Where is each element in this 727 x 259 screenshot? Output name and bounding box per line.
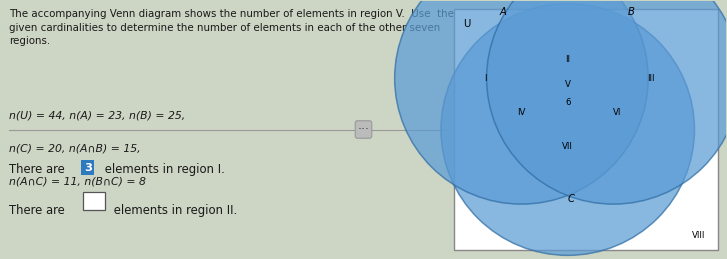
Ellipse shape <box>441 4 694 255</box>
Text: B: B <box>628 7 635 17</box>
Text: n(C) = 20, n(A∩B) = 15,: n(C) = 20, n(A∩B) = 15, <box>9 143 140 154</box>
Text: C: C <box>568 193 575 204</box>
FancyBboxPatch shape <box>454 9 718 250</box>
Text: n(U) = 44, n(A) = 23, n(B) = 25,: n(U) = 44, n(A) = 23, n(B) = 25, <box>9 110 185 120</box>
Text: There are: There are <box>9 163 68 176</box>
Ellipse shape <box>486 0 727 204</box>
Text: n(A∩C) = 11, n(B∩C) = 8: n(A∩C) = 11, n(B∩C) = 8 <box>9 177 145 187</box>
Text: elements in region I.: elements in region I. <box>101 163 225 176</box>
FancyBboxPatch shape <box>83 192 105 210</box>
Text: IV: IV <box>517 108 526 117</box>
Text: 3: 3 <box>84 163 92 173</box>
Text: 6: 6 <box>565 98 571 107</box>
Text: II: II <box>565 55 570 63</box>
Ellipse shape <box>395 0 648 204</box>
Text: V: V <box>565 80 571 89</box>
Text: U: U <box>462 19 470 30</box>
Text: III: III <box>647 74 655 83</box>
Text: VI: VI <box>613 108 621 117</box>
Text: I: I <box>484 74 486 83</box>
Text: VII: VII <box>562 142 573 151</box>
Text: A: A <box>500 7 507 17</box>
Text: ···: ··· <box>358 123 369 136</box>
Text: The accompanying Venn diagram shows the number of elements in region V.  Use  th: The accompanying Venn diagram shows the … <box>9 9 454 46</box>
Text: There are: There are <box>9 204 68 217</box>
Text: VIII: VIII <box>692 231 705 240</box>
Text: elements in region II.: elements in region II. <box>110 204 237 217</box>
